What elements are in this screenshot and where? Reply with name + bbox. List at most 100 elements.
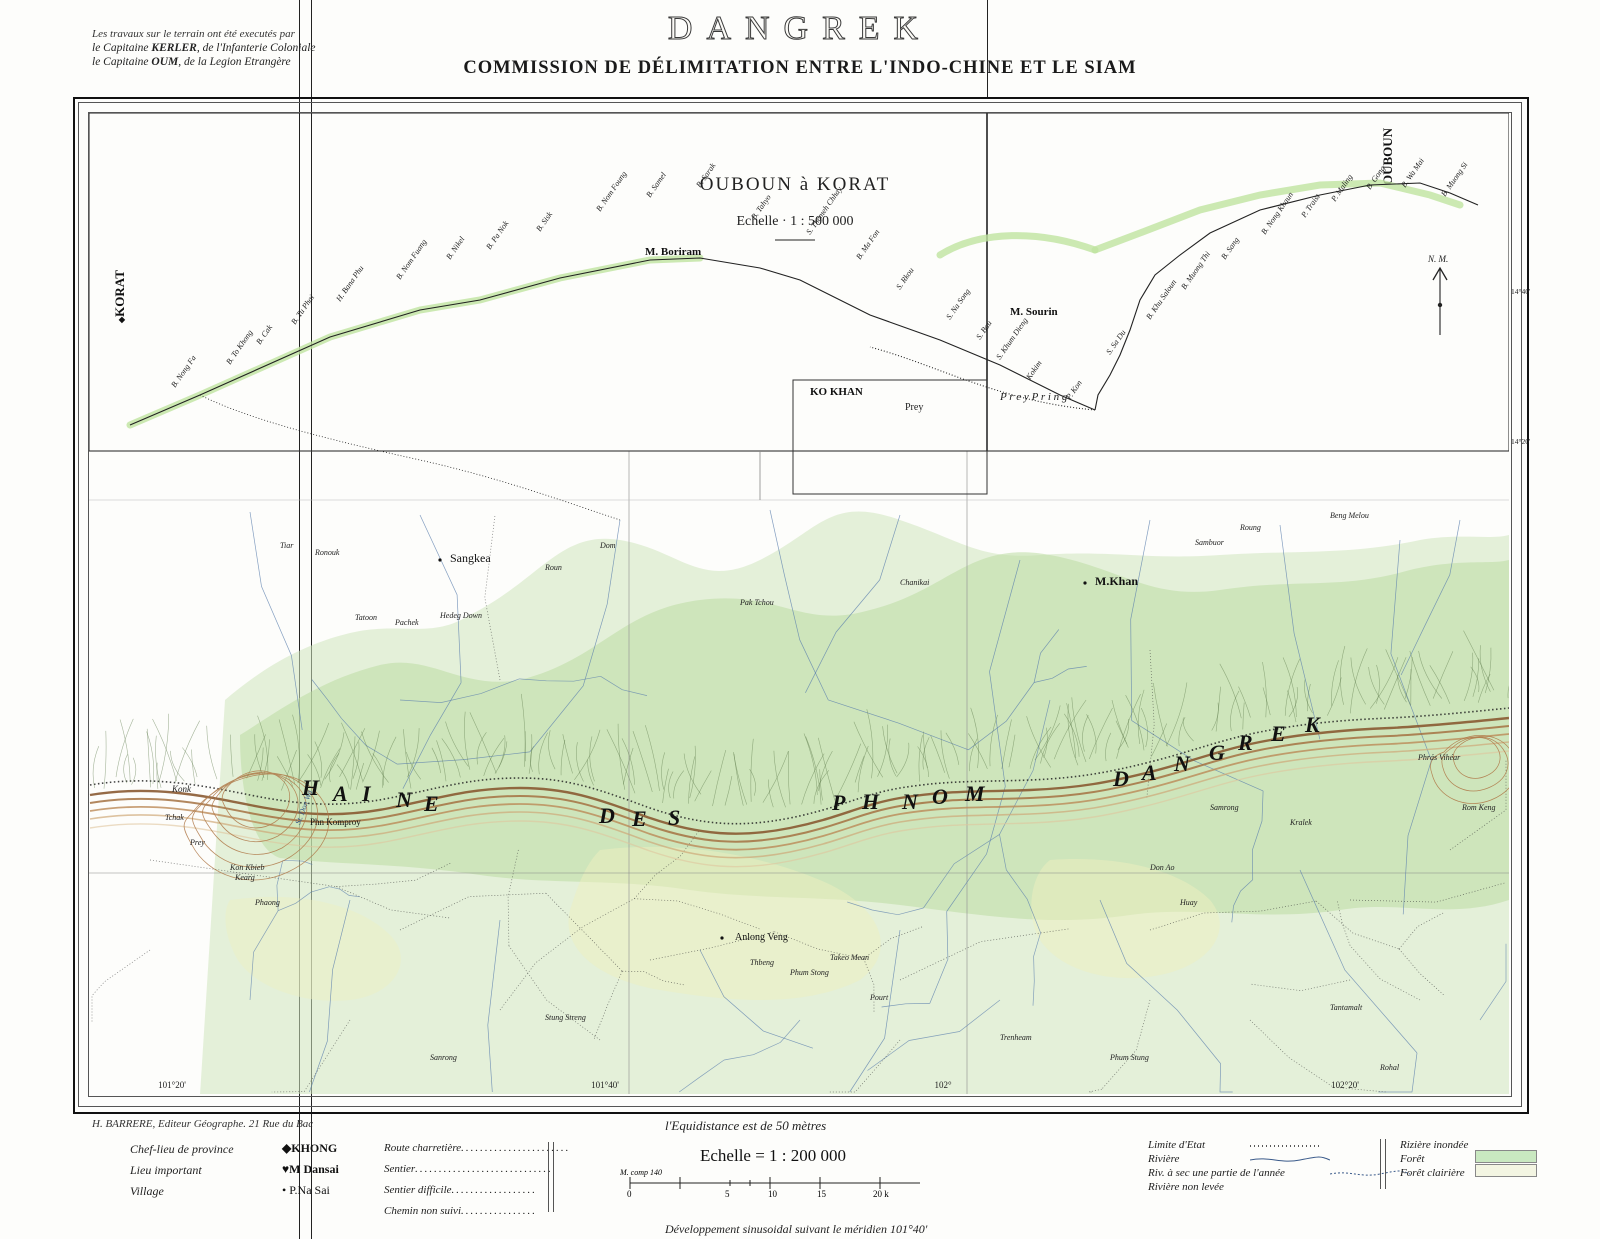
svg-text:E: E bbox=[423, 791, 439, 816]
svg-text:Tchak: Tchak bbox=[165, 813, 184, 822]
svg-text:Phum Stung: Phum Stung bbox=[1109, 1053, 1149, 1062]
svg-text:Sanrong: Sanrong bbox=[430, 1053, 457, 1062]
svg-text:P r e y P r i n g: P r e y P r i n g bbox=[999, 391, 1068, 403]
svg-text:Phaong: Phaong bbox=[254, 898, 280, 907]
svg-text:Rohal: Rohal bbox=[1379, 1063, 1400, 1072]
svg-text:B. To Khong: B. To Khong bbox=[224, 328, 254, 366]
svg-text:S: S bbox=[668, 805, 680, 830]
svg-text:Don Ao: Don Ao bbox=[1149, 863, 1175, 872]
svg-text:OUBOUN: OUBOUN bbox=[1380, 127, 1395, 185]
svg-text:Dom: Dom bbox=[599, 541, 616, 550]
svg-text:Anlong Veng: Anlong Veng bbox=[735, 932, 788, 943]
svg-text:102°: 102° bbox=[934, 1080, 952, 1090]
svg-text:K: K bbox=[1304, 712, 1321, 737]
svg-text:Samrong: Samrong bbox=[1210, 803, 1239, 812]
svg-text:B. Samel: B. Samel bbox=[644, 170, 668, 199]
svg-text:B. Tu Phai: B. Tu Phai bbox=[289, 293, 316, 326]
svg-text:Pak Tchou: Pak Tchou bbox=[739, 598, 774, 607]
svg-text:B. Sang: B. Sang bbox=[1219, 236, 1241, 262]
svg-text:Roung: Roung bbox=[1239, 523, 1261, 532]
svg-text:OUBOUN à KORAT: OUBOUN à KORAT bbox=[700, 174, 891, 195]
svg-text:14°40': 14°40' bbox=[1511, 287, 1531, 296]
svg-text:B. Pa Nok: B. Pa Nok bbox=[484, 219, 510, 251]
svg-text:I: I bbox=[361, 781, 372, 806]
svg-text:D: D bbox=[598, 803, 615, 828]
svg-text:M: M bbox=[964, 781, 986, 806]
svg-text:Roun: Roun bbox=[544, 563, 562, 572]
svg-text:10: 10 bbox=[768, 1189, 778, 1199]
svg-text:Kokim: Kokim bbox=[1024, 359, 1044, 382]
svg-text:Beng Melou: Beng Melou bbox=[1330, 511, 1369, 520]
svg-text:O: O bbox=[932, 784, 948, 809]
svg-text:Sambuor: Sambuor bbox=[1195, 538, 1225, 547]
svg-text:101°40': 101°40' bbox=[591, 1080, 619, 1090]
svg-text:Phn Komproy: Phn Komproy bbox=[310, 817, 361, 827]
svg-text:B. Nikel: B. Nikel bbox=[444, 234, 467, 261]
svg-text:Pachek: Pachek bbox=[394, 618, 419, 627]
svg-text:S. Rkou: S. Rkou bbox=[894, 266, 915, 291]
svg-text:H: H bbox=[301, 775, 320, 800]
svg-text:P. Traist: P. Traist bbox=[1299, 192, 1323, 220]
svg-text:B. Sisk: B. Sisk bbox=[534, 210, 554, 233]
svg-text:N: N bbox=[901, 789, 919, 814]
svg-text:E: E bbox=[631, 806, 647, 831]
svg-text:M.Khan: M.Khan bbox=[1095, 574, 1138, 588]
svg-text:Phrás Vihéar: Phrás Vihéar bbox=[1417, 753, 1461, 762]
svg-text:B. Cak: B. Cak bbox=[254, 323, 274, 346]
svg-text:102°20': 102°20' bbox=[1331, 1080, 1359, 1090]
svg-text:Rom Keng: Rom Keng bbox=[1461, 803, 1496, 812]
svg-text:S. Khum Dieng: S. Khum Dieng bbox=[994, 316, 1029, 361]
svg-text:Prey: Prey bbox=[189, 838, 205, 847]
svg-text:B. Muong Thi: B. Muong Thi bbox=[1179, 250, 1212, 291]
svg-text:E: E bbox=[1270, 721, 1286, 746]
svg-text:Thbeng: Thbeng bbox=[750, 958, 774, 967]
svg-text:B. Nom Fuang: B. Nom Fuang bbox=[394, 238, 428, 282]
svg-text:S. Sa Du: S. Sa Du bbox=[1104, 328, 1127, 356]
svg-text:Chanikai: Chanikai bbox=[900, 578, 929, 587]
svg-text:G: G bbox=[1209, 740, 1225, 765]
svg-text:Tantamalt: Tantamalt bbox=[1330, 1003, 1363, 1012]
svg-text:Pourt: Pourt bbox=[869, 993, 889, 1002]
svg-text:Prey: Prey bbox=[905, 402, 923, 413]
svg-text:101°20': 101°20' bbox=[158, 1080, 186, 1090]
svg-text:B. Nong Fa: B. Nong Fa bbox=[169, 354, 198, 390]
svg-text:S. Bau: S. Bau bbox=[974, 319, 993, 341]
svg-text:20 k: 20 k bbox=[873, 1189, 889, 1199]
svg-text:KO KHAN: KO KHAN bbox=[810, 386, 863, 398]
svg-text:B. Nom Foung: B. Nom Foung bbox=[594, 170, 628, 214]
svg-text:N: N bbox=[1173, 751, 1191, 776]
svg-text:Tatoon: Tatoon bbox=[355, 613, 377, 622]
svg-text:M. Sourin: M. Sourin bbox=[1010, 306, 1058, 318]
svg-text:M. comp 140: M. comp 140 bbox=[620, 1168, 662, 1177]
svg-text:Tiar: Tiar bbox=[280, 541, 294, 550]
svg-text:14°20': 14°20' bbox=[1511, 437, 1531, 446]
svg-text:Takeo Mean: Takeo Mean bbox=[830, 953, 869, 962]
svg-text:Huay: Huay bbox=[1179, 898, 1198, 907]
svg-text:Kon Kbieb: Kon Kbieb bbox=[229, 863, 264, 872]
svg-text:N. M.: N. M. bbox=[1427, 254, 1448, 264]
svg-text:5: 5 bbox=[725, 1189, 730, 1199]
svg-text:Kralek: Kralek bbox=[1289, 818, 1312, 827]
svg-text:Trenheam: Trenheam bbox=[1000, 1033, 1032, 1042]
svg-text:H: H bbox=[861, 789, 880, 814]
svg-text:B. Muong Si: B. Muong Si bbox=[1439, 160, 1469, 198]
svg-text:A: A bbox=[1140, 760, 1157, 785]
svg-text:B. Ma Fon: B. Ma Fon bbox=[854, 228, 881, 261]
svg-text:H. Bana Phu: H. Bana Phu bbox=[334, 264, 366, 304]
svg-text:S. Na Song: S. Na Song bbox=[944, 287, 972, 321]
svg-text:A: A bbox=[331, 781, 348, 806]
svg-text:Hedeg Down: Hedeg Down bbox=[439, 611, 482, 620]
svg-text:M. Boriram: M. Boriram bbox=[645, 246, 701, 258]
svg-text:Kearg: Kearg bbox=[234, 873, 255, 882]
svg-text:0: 0 bbox=[627, 1189, 632, 1199]
svg-text:P. Maling: P. Maling bbox=[1329, 173, 1355, 204]
svg-text:◆KORAT: ◆KORAT bbox=[112, 270, 127, 324]
svg-text:Konk: Konk bbox=[171, 784, 192, 794]
svg-text:Sangkea: Sangkea bbox=[450, 551, 491, 565]
svg-text:D: D bbox=[1112, 766, 1129, 791]
svg-text:R: R bbox=[1237, 730, 1253, 755]
svg-text:Stung Streng: Stung Streng bbox=[545, 1013, 586, 1022]
svg-text:N: N bbox=[395, 787, 413, 812]
svg-text:15: 15 bbox=[817, 1189, 827, 1199]
svg-text:P: P bbox=[831, 790, 846, 815]
